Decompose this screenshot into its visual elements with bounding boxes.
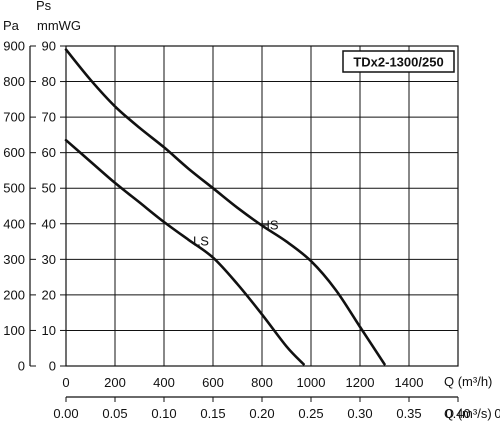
m3h-tick-label: 1000: [297, 375, 326, 390]
mmwg-tick-label: 50: [42, 181, 56, 196]
chart-title: TDx2-1300/250: [353, 55, 443, 70]
m3h-tick-label: 800: [251, 375, 273, 390]
m3s-tick-label: 0.15: [200, 406, 225, 421]
mmwg-tick-label: 70: [42, 110, 56, 125]
m3s-tick-label: 0.45: [494, 406, 500, 421]
mmwg-tick-label: 40: [42, 216, 56, 231]
mmwg-tick-label: 20: [42, 287, 56, 302]
series-label-hs: HS: [261, 218, 279, 233]
series-label-ls: LS: [193, 234, 209, 249]
curves: [64, 48, 386, 366]
title-badge: [342, 50, 455, 73]
m3s-tick-label: 0.25: [298, 406, 323, 421]
pa-tick-label: 100: [3, 323, 25, 338]
pa-tick-label: 400: [3, 216, 25, 231]
pa-tick-label: 300: [3, 252, 25, 267]
m3s-tick-label: 0.10: [151, 406, 176, 421]
mmwg-tick-label: 30: [42, 252, 56, 267]
m3s-tick-label: 0.35: [396, 406, 421, 421]
mmwg-tick-label: 10: [42, 323, 56, 338]
pa-tick-label: 700: [3, 110, 25, 125]
labels: HS LS: [193, 218, 279, 249]
y-axis-label-ps: Ps: [36, 0, 52, 13]
m3h-tick-label: 1400: [395, 375, 424, 390]
pa-tick-label: 800: [3, 74, 25, 89]
mmwg-tick-label: 0: [49, 359, 56, 374]
y-axis-label-mmwg: mmWG: [37, 18, 81, 33]
pa-tick-label: 200: [3, 287, 25, 302]
m3s-tick-label: 0.00: [53, 406, 78, 421]
pa-tick-label: 500: [3, 181, 25, 196]
pa-tick-label: 0: [18, 359, 25, 374]
m3h-tick-label: 200: [104, 375, 126, 390]
plot-frame: [65, 45, 459, 367]
curve-ls: [64, 138, 305, 366]
m3h-tick-label: 0: [62, 375, 69, 390]
m3s-tick-label: 0.40: [445, 406, 470, 421]
m3h-tick-label: 600: [202, 375, 224, 390]
mmwg-tick-label: 80: [42, 74, 56, 89]
m3s-tick-label: 0.20: [249, 406, 274, 421]
m3h-tick-label: 400: [153, 375, 175, 390]
m3s-tick-label: 0.05: [102, 406, 127, 421]
x-axis-label-m3h: Q (m³/h): [444, 374, 492, 389]
pa-tick-label: 600: [3, 145, 25, 160]
pa-tick-label: 900: [3, 39, 25, 54]
grid: [66, 46, 458, 366]
x-axis-label-m3s: Q (m³/s): [444, 406, 492, 421]
y-axis-label-pa: Pa: [3, 18, 20, 33]
m3s-tick-label: 0.30: [347, 406, 372, 421]
curve-hs: [64, 48, 386, 366]
mmwg-tick-label: 60: [42, 145, 56, 160]
m3h-tick-label: 1200: [346, 375, 375, 390]
mmwg-tick-label: 90: [42, 39, 56, 54]
